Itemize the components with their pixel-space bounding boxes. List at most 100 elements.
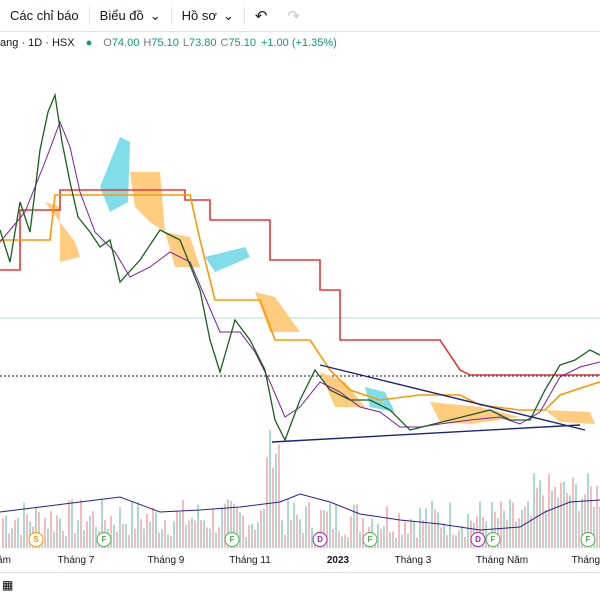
volume-bar (218, 527, 220, 548)
volume-bar (404, 521, 406, 548)
chevron: ⌄ (222, 7, 234, 23)
volume-bar (386, 506, 388, 548)
volume-bar (596, 485, 598, 548)
volume-bar (395, 537, 397, 548)
ohlc-key: C (220, 37, 229, 49)
event-marker: F (580, 532, 596, 547)
volume-bar (263, 508, 265, 548)
volume-bar (455, 535, 457, 548)
volume-bar (176, 510, 178, 548)
indicators-button[interactable]: Các chỉ báo (0, 0, 89, 31)
volume-bar (329, 503, 331, 548)
volume-bar (578, 510, 580, 548)
volume-bar (437, 512, 439, 548)
volume-bar (254, 529, 256, 548)
volume-bar (587, 473, 589, 548)
volume-bar (101, 498, 103, 548)
event-marker: F (96, 532, 112, 547)
volume-bar (545, 509, 547, 548)
volume-bar (215, 532, 217, 548)
label: Hồ sơ (181, 8, 217, 23)
lagging-line (0, 120, 600, 428)
volume-bar (122, 523, 124, 548)
event-marker: F (362, 532, 378, 547)
volume-bar (77, 520, 79, 548)
ohlc-item: O74.00 (103, 37, 139, 49)
volume-bar (236, 508, 238, 548)
chart-menu[interactable]: Biểu đồ ⌄ (90, 0, 171, 31)
volume-bar (110, 516, 112, 548)
cloud (45, 202, 80, 262)
volume-bar (116, 531, 118, 548)
cloud (430, 402, 520, 424)
volume-bar (440, 527, 442, 548)
redo-button[interactable]: ↷ (287, 7, 300, 25)
volume-bar (326, 511, 328, 548)
volume-bar (563, 481, 565, 548)
ohlc-key: H (143, 37, 152, 49)
volume-bar (278, 444, 280, 548)
volume-bar (539, 479, 541, 548)
cloud (130, 172, 165, 232)
profile-menu[interactable]: Hồ sơ ⌄ (172, 0, 244, 31)
volume-bar (188, 520, 190, 548)
ohlc-item: L73.80 (183, 37, 217, 49)
volume-bar (584, 494, 586, 548)
volume-bar (362, 518, 364, 548)
volume-bar (26, 514, 28, 548)
volume-bar (296, 514, 298, 548)
volume-bar (164, 519, 166, 548)
volume-bar (425, 508, 427, 548)
event-marker: F (485, 532, 501, 547)
volume-bar (290, 519, 292, 548)
volume-bar (56, 515, 58, 548)
volume-bar (527, 501, 529, 548)
event-marker: D (470, 532, 486, 547)
volume-bar (200, 519, 202, 548)
volume-bar (338, 531, 340, 548)
ohlc-value: 74.00 (111, 37, 140, 49)
volume-bar (239, 512, 241, 548)
bottom-bar: ▦ (0, 572, 600, 600)
volume-bar (461, 525, 463, 548)
volume-bar (212, 508, 214, 548)
ohlc-key: O (103, 37, 112, 49)
volume-bar (383, 526, 385, 548)
undo-button[interactable]: ↶ (254, 7, 268, 25)
volume-bar (377, 523, 379, 548)
legend: ang · 1D · HSX ● O74.00 H75.10 L73.80 C75.1… (0, 37, 337, 49)
volume-bar (71, 499, 73, 548)
volume-bar (293, 503, 295, 548)
volume-bar (557, 497, 559, 548)
volume-bar (2, 518, 4, 548)
volume-bar (140, 519, 142, 548)
volume-bar (266, 457, 268, 548)
volume-bar (167, 534, 169, 548)
volume-bar (68, 500, 70, 548)
status-dot: ● (85, 37, 93, 49)
volume-bar (398, 513, 400, 548)
volume-bar (251, 523, 253, 548)
volume (2, 429, 600, 548)
calendar-icon[interactable]: ▦ (2, 578, 14, 592)
volume-bar (521, 509, 523, 548)
volume-bar (482, 516, 484, 548)
volume-bar (554, 486, 556, 548)
volume-bar (389, 532, 391, 548)
volume-bar (515, 521, 517, 548)
volume-bar (221, 507, 223, 548)
volume-bar (572, 477, 574, 548)
volume-bar (509, 499, 511, 548)
volume-bar (341, 536, 343, 548)
label: Biểu đồ (99, 8, 144, 23)
volume-bar (242, 515, 244, 548)
volume-bar (344, 534, 346, 548)
event-marker: F (224, 532, 240, 547)
volume-bar (5, 515, 7, 548)
volume-bar (356, 504, 358, 548)
volume-bar (146, 513, 148, 548)
volume-bar (230, 500, 232, 548)
volume-bar (23, 502, 25, 548)
volume-bar (131, 500, 133, 548)
